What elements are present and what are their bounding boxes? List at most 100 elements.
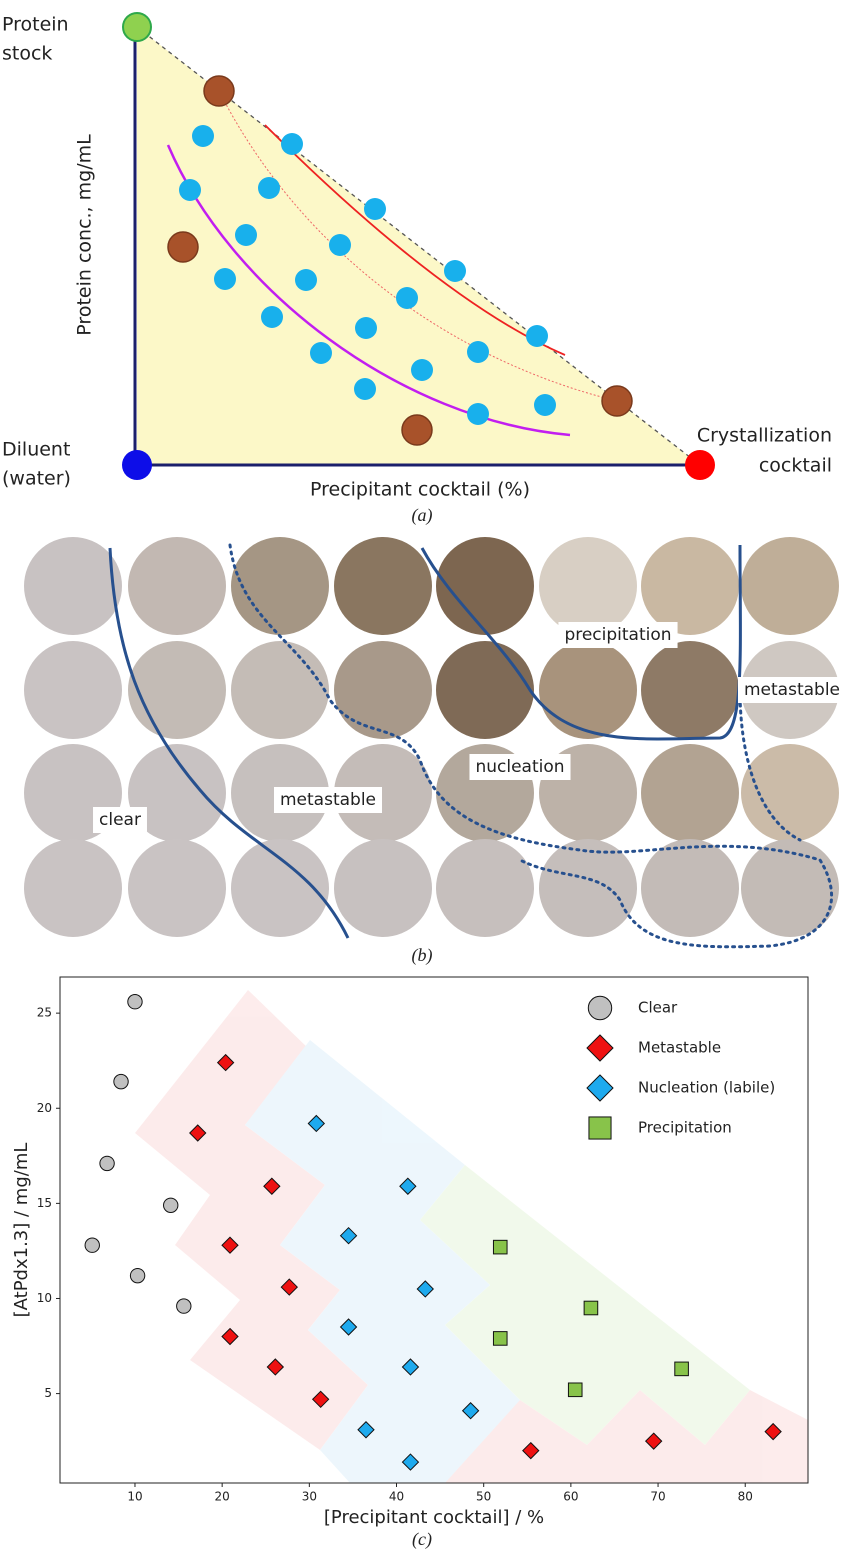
- well: [539, 537, 637, 635]
- y-tick-label: 20: [37, 1101, 52, 1115]
- well: [24, 839, 122, 937]
- legend-label: Clear: [638, 999, 678, 1017]
- dot: [354, 378, 376, 400]
- well: [641, 744, 739, 842]
- point: [164, 1198, 178, 1212]
- dot: [261, 306, 283, 328]
- legend-marker: [589, 1117, 611, 1139]
- point: [100, 1156, 114, 1170]
- label: (water): [2, 468, 71, 490]
- figure: Protein stock Protein conc., mg/mL Dilue…: [0, 0, 845, 1553]
- dot: [214, 268, 236, 290]
- x-tick-label: 80: [738, 1490, 753, 1504]
- dot: [364, 198, 386, 220]
- legend-label: Metastable: [638, 1039, 721, 1057]
- x-label: Precipitant cocktail (%): [310, 479, 530, 501]
- x-tick-label: 60: [563, 1490, 578, 1504]
- point: [85, 1238, 99, 1252]
- dot: [355, 317, 377, 339]
- x-tick-label: 20: [215, 1490, 230, 1504]
- legend-marker: [587, 1035, 613, 1061]
- region-label: nucleation: [475, 757, 564, 777]
- point: [568, 1383, 582, 1397]
- y-tick-label: 10: [37, 1291, 52, 1305]
- region-label: metastable: [280, 790, 376, 810]
- x-tick-label: 10: [127, 1490, 142, 1504]
- x-tick-label: 50: [476, 1490, 491, 1504]
- dot: [204, 76, 234, 106]
- well: [24, 641, 122, 739]
- dot: [402, 415, 432, 445]
- well: [231, 537, 329, 635]
- dot: [444, 260, 466, 282]
- label: Diluent: [2, 439, 70, 461]
- region-label: precipitation: [564, 625, 671, 645]
- region-label: metastable: [744, 680, 840, 700]
- well: [741, 744, 839, 842]
- point: [177, 1299, 191, 1313]
- well: [436, 839, 534, 937]
- well: [641, 839, 739, 937]
- point: [675, 1362, 689, 1376]
- y-tick-label: 15: [37, 1196, 52, 1210]
- well: [231, 641, 329, 739]
- well: [641, 641, 739, 739]
- well: [334, 641, 432, 739]
- dot: [168, 232, 198, 262]
- x-axis-label: [Precipitant cocktail] / %: [324, 1507, 544, 1528]
- y-label: Protein conc., mg/mL: [74, 134, 96, 336]
- protein-stock-point: [123, 13, 151, 41]
- point: [130, 1268, 144, 1282]
- well: [128, 641, 226, 739]
- point: [493, 1240, 507, 1254]
- diluent-point: [122, 450, 152, 480]
- body: Protein stock Protein conc., mg/mL Dilue…: [0, 0, 845, 1553]
- caption: (a): [412, 505, 433, 526]
- x-tick-label: 70: [650, 1490, 665, 1504]
- well: [24, 537, 122, 635]
- point: [584, 1301, 598, 1315]
- dot: [534, 394, 556, 416]
- well: [539, 641, 637, 739]
- label: stock: [2, 43, 52, 65]
- x-tick-label: 30: [302, 1490, 317, 1504]
- dot: [467, 341, 489, 363]
- y-tick-label: 5: [44, 1386, 52, 1400]
- dot: [329, 234, 351, 256]
- well: [741, 537, 839, 635]
- y-axis-label: [AtPdx1.3] / mg/mL: [11, 1143, 32, 1318]
- point: [493, 1332, 507, 1346]
- dot: [235, 224, 257, 246]
- dot: [281, 133, 303, 155]
- x-tick-label: 40: [389, 1490, 404, 1504]
- y-tick-label: 25: [37, 1006, 52, 1020]
- caption: (c): [412, 1529, 432, 1550]
- dot: [526, 325, 548, 347]
- label: cocktail: [759, 455, 832, 477]
- region-label: clear: [99, 810, 141, 830]
- legend-label: Nucleation (labile): [638, 1079, 775, 1097]
- well: [128, 839, 226, 937]
- dot: [295, 269, 317, 291]
- legend-marker: [588, 996, 611, 1019]
- dot: [192, 125, 214, 147]
- caption: (b): [412, 945, 433, 966]
- dot: [179, 179, 201, 201]
- well: [641, 537, 739, 635]
- dot: [467, 403, 489, 425]
- dot: [602, 386, 632, 416]
- well: [436, 641, 534, 739]
- point: [114, 1074, 128, 1088]
- well: [539, 839, 637, 937]
- dot: [258, 177, 280, 199]
- dot: [396, 287, 418, 309]
- label: Crystallization: [697, 425, 832, 447]
- dot: [411, 359, 433, 381]
- label: Protein: [2, 14, 69, 36]
- legend-label: Precipitation: [638, 1119, 732, 1137]
- point: [128, 995, 142, 1009]
- legend-marker: [587, 1075, 613, 1101]
- page: Figure {"panel_a": {"top_label": ["Prote…: [0, 0, 845, 1553]
- well: [128, 537, 226, 635]
- panel-a: Protein stock Protein conc., mg/mL Dilue…: [2, 13, 832, 526]
